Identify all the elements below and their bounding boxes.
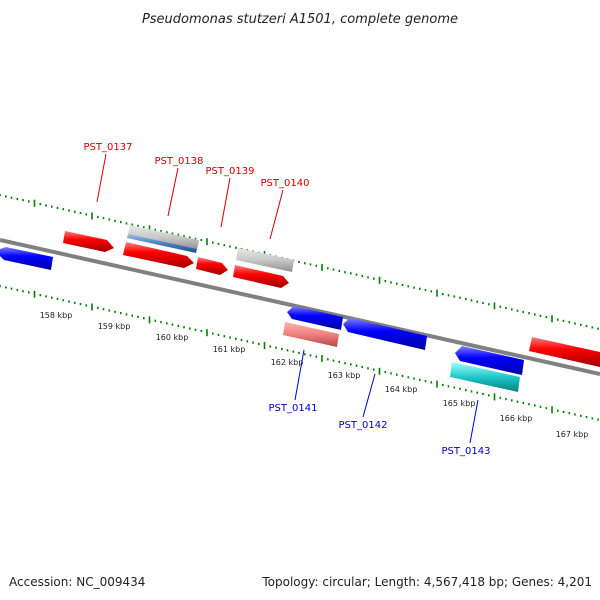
leader-line: [362, 373, 376, 418]
gene-label-pst0139[interactable]: PST_0139: [206, 166, 255, 177]
gene-pst0143-rna[interactable]: [450, 362, 520, 392]
upper-scale: [0, 194, 599, 330]
lower-scale: [0, 285, 599, 421]
gene-pst0141[interactable]: [287, 306, 343, 330]
leader-line: [167, 167, 179, 217]
tick-label: 164 kbp: [385, 385, 418, 394]
gene-label-pst0137[interactable]: PST_0137: [84, 142, 133, 153]
tick-label: 166 kbp: [500, 414, 533, 423]
leader-line: [269, 189, 284, 240]
tick-label: 163 kbp: [328, 371, 361, 380]
gene-label-pst0143[interactable]: PST_0143: [442, 446, 491, 457]
leader-line: [469, 399, 479, 444]
genome-backbone: [0, 238, 600, 376]
gene-pst0143[interactable]: [455, 346, 524, 375]
gene-pst0138-feature[interactable]: [127, 234, 197, 253]
gene-pst0142[interactable]: [343, 318, 427, 350]
gene-pst0138-pseudo[interactable]: [128, 225, 199, 250]
tick-label: 162 kbp: [271, 358, 304, 367]
gene-pst0137[interactable]: [63, 231, 114, 252]
leader-line: [96, 153, 107, 203]
gene-label-pst0140[interactable]: PST_0140: [261, 178, 310, 189]
leader-line: [294, 349, 305, 401]
gene-pst0138[interactable]: [123, 242, 194, 268]
gene-pst0140-pseudo[interactable]: [236, 248, 294, 272]
gene-label-pst0141[interactable]: PST_0141: [269, 403, 318, 414]
gene-pst0140[interactable]: [233, 265, 289, 288]
genome-title: Pseudomonas stutzeri A1501, complete gen…: [142, 12, 458, 27]
topology-text: Topology: circular; Length: 4,567,418 bp…: [261, 575, 592, 589]
gene-pst0139[interactable]: [196, 257, 228, 275]
gene-forward-right[interactable]: [529, 337, 600, 367]
leader-line: [220, 177, 231, 228]
gene-reverse-left[interactable]: [0, 247, 53, 270]
tick-label: 160 kbp: [156, 333, 189, 342]
gene-label-pst0138[interactable]: PST_0138: [155, 156, 204, 167]
tick-label: 161 kbp: [213, 345, 246, 354]
tick-label: 167 kbp: [556, 430, 589, 439]
gene-pst0141-pseudo[interactable]: [283, 322, 339, 347]
gene-label-pst0142[interactable]: PST_0142: [339, 420, 388, 431]
tick-label: 159 kbp: [98, 322, 131, 331]
tick-label: 158 kbp: [40, 311, 73, 320]
accession-text: Accession: NC_009434: [9, 575, 145, 589]
tick-label: 165 kbp: [443, 399, 476, 408]
